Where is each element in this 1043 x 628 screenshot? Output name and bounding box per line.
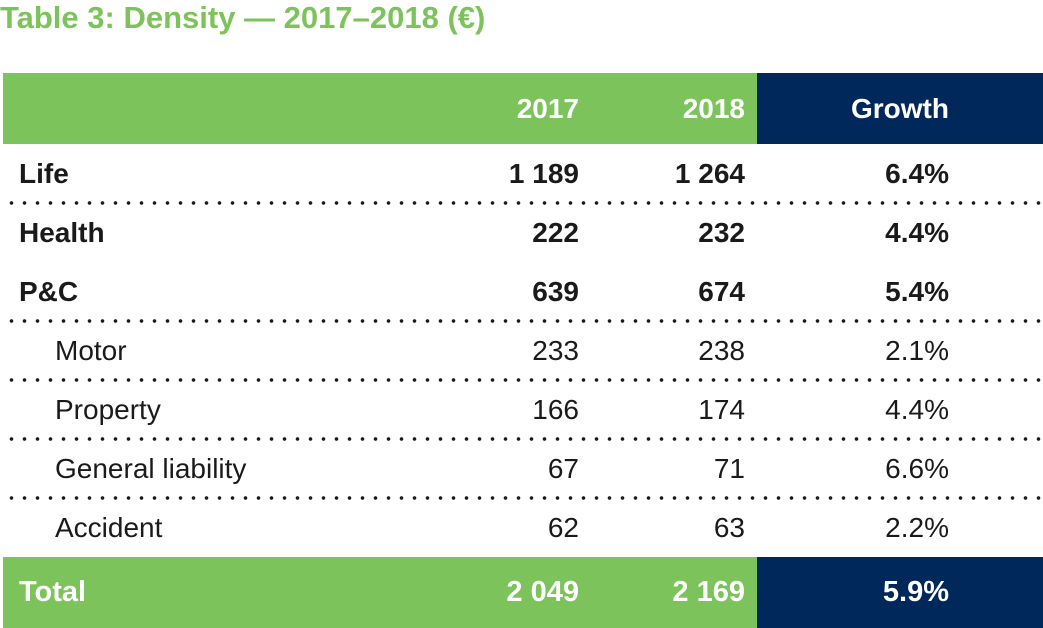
header-growth: Growth (757, 73, 1043, 144)
row-value-2018: 174 (698, 393, 745, 425)
row-value-2017: 67 (547, 452, 579, 484)
row-growth: 4.4% (885, 216, 949, 248)
total-label: Total (19, 576, 87, 608)
row-value-2018: 1 264 (674, 157, 745, 189)
table-row-motor: Motor 233 238 2.1% (3, 321, 1043, 382)
table-row-accident: Accident 62 63 2.2% (3, 498, 1043, 557)
table-row-health: Health 222 232 4.4% (3, 203, 1043, 262)
table-row-property: Property 166 174 4.4% (3, 380, 1043, 441)
table-row-general-liability: General liability 67 71 6.6% (3, 439, 1043, 500)
row-label: Accident (55, 511, 163, 543)
table-row-pc: P&C 639 674 5.4% (3, 262, 1043, 323)
total-growth: 5.9% (757, 557, 1043, 628)
row-growth: 2.2% (885, 511, 949, 543)
row-value-2018: 238 (698, 334, 745, 366)
row-value-2018: 63 (713, 511, 745, 543)
row-growth: 6.6% (885, 452, 949, 484)
table-header-row: 2017 2018 Growth (3, 73, 1043, 144)
row-value-2017: 62 (547, 511, 579, 543)
row-label: Motor (55, 334, 127, 366)
total-value-2018: 2 169 (672, 576, 745, 608)
row-growth: 5.4% (885, 275, 949, 307)
row-growth: 2.1% (885, 334, 949, 366)
table-row-life: Life 1 189 1 264 6.4% (3, 144, 1043, 205)
total-value-2017: 2 049 (506, 576, 579, 608)
row-value-2018: 232 (698, 216, 745, 248)
row-label: Health (19, 216, 105, 248)
row-label: Property (55, 393, 161, 425)
header-label-cell (3, 73, 419, 144)
row-value-2017: 233 (532, 334, 579, 366)
header-2018: 2018 (682, 92, 745, 124)
row-value-2017: 639 (532, 275, 579, 307)
density-table: 2017 2018 Growth Life 1 189 1 264 6.4% H… (3, 73, 1043, 628)
row-value-2017: 1 189 (508, 157, 579, 189)
row-label: General liability (55, 452, 247, 484)
table-total-row: Total 2 049 2 169 5.9% (3, 557, 1043, 628)
table-title: Table 3: Density — 2017–2018 (€) (0, 0, 486, 35)
row-label: P&C (19, 275, 79, 307)
row-value-2017: 222 (532, 216, 579, 248)
row-value-2017: 166 (532, 393, 579, 425)
row-label: Life (19, 157, 69, 189)
row-growth: 4.4% (885, 393, 949, 425)
row-value-2018: 674 (698, 275, 745, 307)
row-value-2018: 71 (713, 452, 745, 484)
header-2017: 2017 (516, 92, 579, 124)
row-growth: 6.4% (885, 157, 949, 189)
